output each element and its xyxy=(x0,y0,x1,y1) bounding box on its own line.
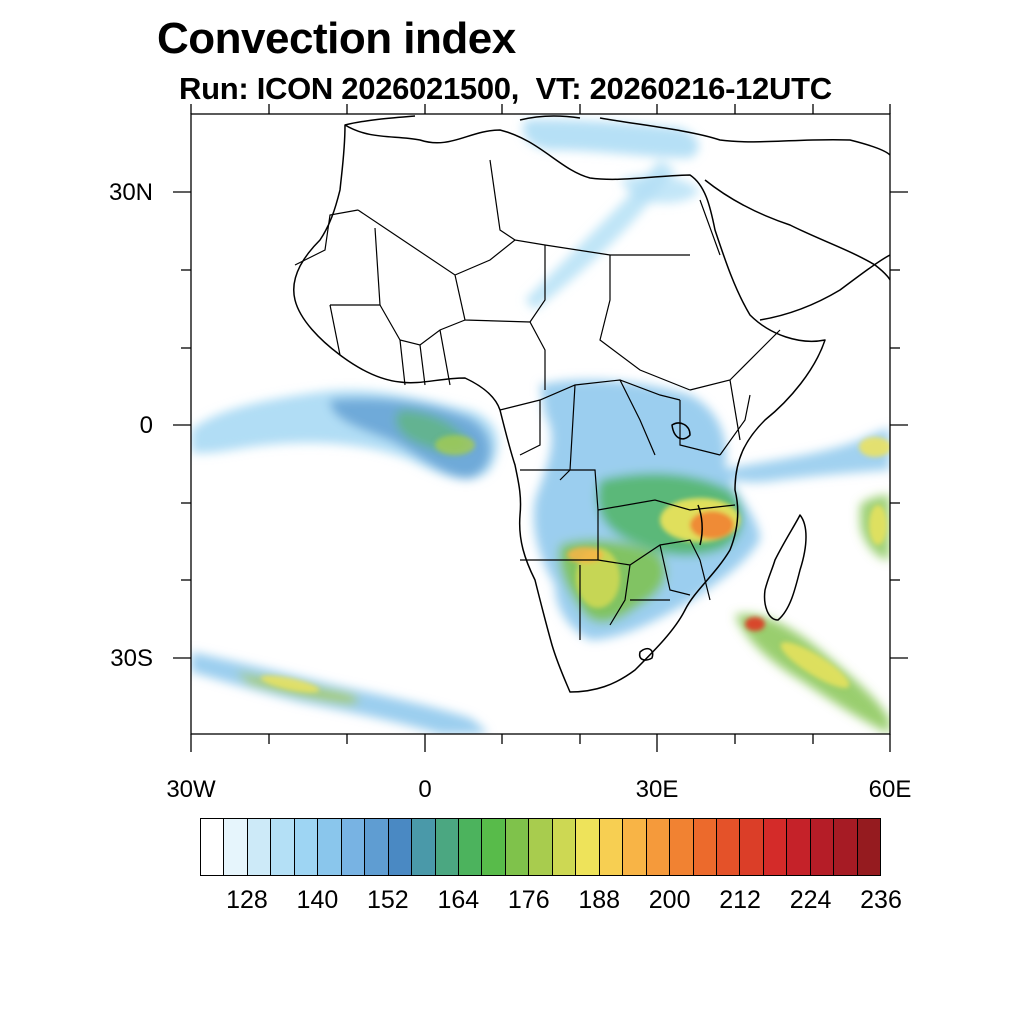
core-angola-yellow xyxy=(576,548,620,608)
colorbar-swatch xyxy=(341,819,366,875)
colorbar-swatch xyxy=(529,819,553,875)
colorbar-swatch xyxy=(201,819,225,875)
chart-title: Convection index xyxy=(157,14,516,63)
field-egypt-streak xyxy=(620,174,700,203)
colorbar-swatch xyxy=(693,819,717,875)
colorbar-label: 152 xyxy=(367,886,409,914)
country-borders xyxy=(294,159,781,640)
colorbar-labels: 128 140 152 164 176 188 200 212 224 236 xyxy=(200,886,902,922)
core-guinea-yellow xyxy=(435,435,475,455)
colorbar-swatch xyxy=(224,819,248,875)
colorbar-swatch xyxy=(740,819,764,875)
map-plot-area xyxy=(191,115,890,734)
colorbar-label: 164 xyxy=(437,886,480,914)
europe-coastline xyxy=(344,115,890,156)
lon-label-0: 0 xyxy=(418,776,431,803)
lat-label-30n: 30N xyxy=(109,179,153,206)
colorbar-swatch xyxy=(716,819,741,875)
madagascar-coastline xyxy=(763,514,807,621)
colorbar-swatch xyxy=(623,819,647,875)
colorbar-swatch xyxy=(763,819,788,875)
core-sw-indian-red xyxy=(745,617,765,631)
colorbar-swatch xyxy=(857,819,881,875)
core-malawi-orange xyxy=(690,511,734,539)
colorbar-label: 200 xyxy=(648,886,691,914)
lon-label-60e: 60E xyxy=(869,776,912,803)
colorbar-swatch xyxy=(388,819,413,875)
colorbar-swatch xyxy=(646,819,671,875)
core-indian-eq-yellow xyxy=(859,437,890,457)
colorbar-swatch xyxy=(365,819,389,875)
plot-frame xyxy=(190,113,891,735)
chart-subtitle: Run: ICON 2026021500, VT: 20260216-12UTC xyxy=(179,71,832,106)
core-south-atlantic-yellow xyxy=(260,675,320,693)
colorbar-label: 224 xyxy=(789,886,832,914)
colorbar-label: 140 xyxy=(296,886,339,914)
colorbar-swatch xyxy=(787,819,811,875)
colorbar-swatch xyxy=(810,819,835,875)
colorbar-label: 236 xyxy=(860,886,902,914)
lon-label-30w: 30W xyxy=(166,776,216,803)
colorbar-swatch xyxy=(318,819,342,875)
border-sahel xyxy=(489,159,721,391)
core-madagascar-east xyxy=(869,505,887,545)
colorbar-label: 212 xyxy=(719,886,761,914)
lake-south xyxy=(638,647,654,661)
colorbar-swatch xyxy=(576,819,600,875)
lon-label-30e: 30E xyxy=(636,776,679,803)
colorbar-swatch xyxy=(834,819,858,875)
arabia-coastline xyxy=(704,179,890,321)
colorbar-swatch xyxy=(505,819,530,875)
africa-coastline xyxy=(293,124,826,693)
core-angola-orange xyxy=(567,547,603,563)
border-west-africa xyxy=(329,304,466,386)
colorbar-swatch xyxy=(247,819,272,875)
core-sw-indian-yellow xyxy=(780,642,850,688)
colorbar xyxy=(200,818,881,876)
colorbar-swatch xyxy=(271,819,295,875)
colorbar-swatch xyxy=(670,819,694,875)
lake-victoria xyxy=(671,422,691,440)
colorbar-label: 128 xyxy=(226,886,268,914)
lat-label-30s: 30S xyxy=(110,645,153,672)
colorbar-swatch xyxy=(482,819,506,875)
colorbar-label: 176 xyxy=(507,886,550,914)
field-med xyxy=(523,119,699,158)
convection-cores xyxy=(260,435,890,693)
border-south-central xyxy=(520,469,736,640)
border-east xyxy=(689,329,781,456)
colorbar-swatch xyxy=(458,819,483,875)
lat-label-eq: 0 xyxy=(140,412,153,439)
colorbar-swatch xyxy=(412,819,436,875)
colorbar-swatch xyxy=(435,819,459,875)
colorbar-label: 188 xyxy=(578,886,621,914)
field-indian-eq-band xyxy=(720,428,890,483)
coastlines xyxy=(293,115,890,693)
colorbar-swatch xyxy=(294,819,319,875)
colorbar-swatch xyxy=(552,819,577,875)
axis-ticks xyxy=(173,104,908,752)
lake-malawi xyxy=(697,504,703,546)
colorbar-swatch xyxy=(599,819,624,875)
